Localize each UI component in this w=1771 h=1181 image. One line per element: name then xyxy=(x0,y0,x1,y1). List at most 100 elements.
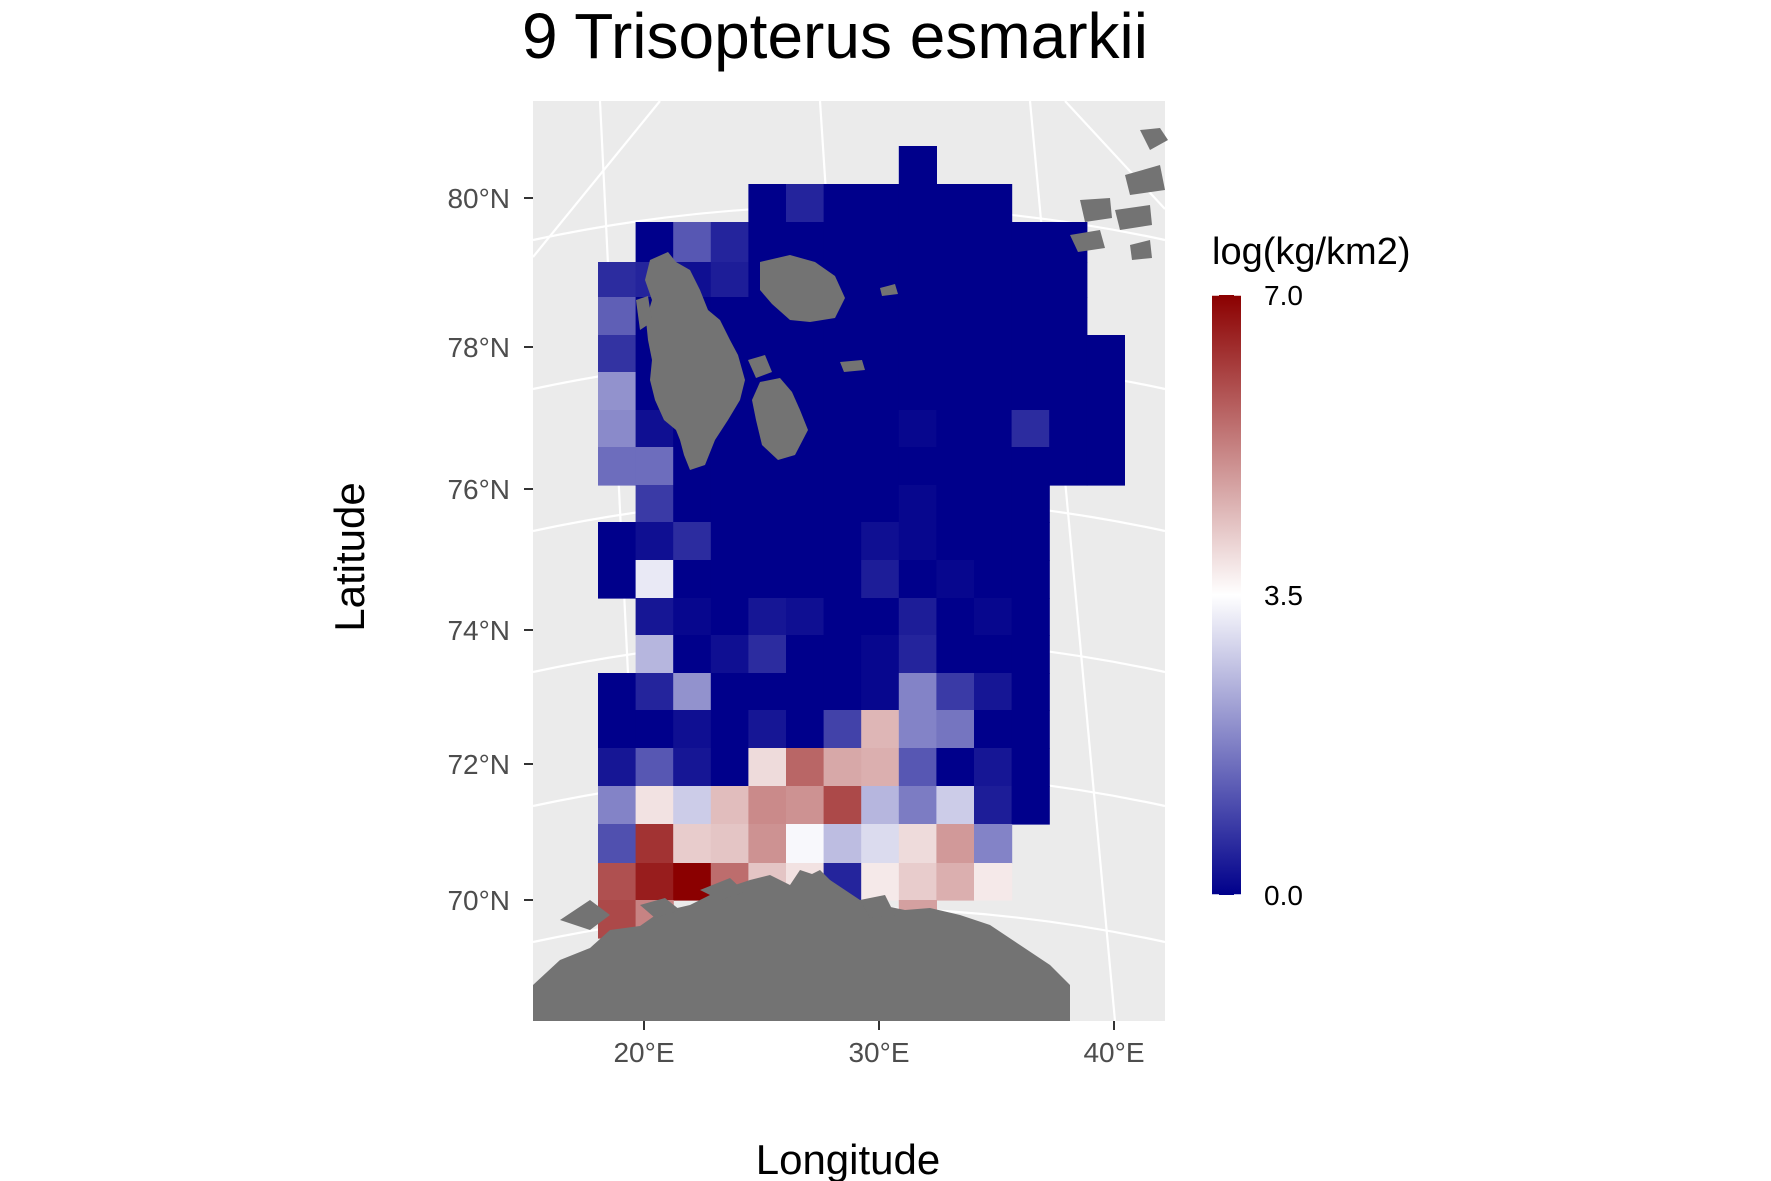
heatmap-cell xyxy=(861,863,900,901)
heatmap-cell xyxy=(710,222,749,263)
heatmap-cell xyxy=(673,824,712,864)
heatmap-cell xyxy=(936,372,975,411)
heatmap-cell xyxy=(936,410,975,448)
heatmap-cell xyxy=(1086,335,1125,373)
heatmap-cell xyxy=(710,485,749,523)
heatmap-cell xyxy=(1011,262,1050,298)
heatmap-cell xyxy=(1011,710,1050,749)
heatmap-cell xyxy=(936,522,975,561)
heatmap-cell xyxy=(673,222,712,263)
heatmap-cell xyxy=(635,863,674,901)
heatmap-cell xyxy=(936,447,975,486)
y-axis: 80°N 78°N 76°N 74°N 72°N 70°N xyxy=(447,183,533,916)
heatmap-cell xyxy=(936,262,975,298)
heatmap-cell xyxy=(823,824,862,864)
land-polygon xyxy=(645,252,745,470)
heatmap-cell xyxy=(786,635,825,674)
heatmap-cell xyxy=(974,673,1013,711)
y-tick-label: 70°N xyxy=(447,885,510,916)
heatmap-cell xyxy=(898,335,937,373)
heatmap-cell xyxy=(598,447,637,486)
heatmap-cell xyxy=(898,222,937,263)
heatmap-cell xyxy=(710,673,749,711)
heatmap-cell xyxy=(786,598,825,636)
heatmap-cell xyxy=(936,863,975,901)
y-axis-label: Latitude xyxy=(326,482,373,631)
x-tick-label: 30°E xyxy=(848,1037,909,1068)
heatmap-cell xyxy=(673,560,712,599)
land-polygon xyxy=(860,895,895,918)
heatmap-cells xyxy=(598,146,1125,939)
heatmap-cell xyxy=(823,522,862,561)
heatmap-cell xyxy=(898,863,937,901)
heatmap-cell xyxy=(598,410,637,448)
heatmap-cell xyxy=(936,335,975,373)
heatmap-cell xyxy=(974,372,1013,411)
y-tick-label: 72°N xyxy=(447,749,510,780)
land-polygon xyxy=(1070,230,1105,252)
heatmap-cell xyxy=(1049,410,1088,448)
heatmap-cell xyxy=(936,598,975,636)
heatmap-cell xyxy=(898,673,937,711)
heatmap-cell xyxy=(598,522,637,561)
heatmap-cell xyxy=(974,786,1013,825)
heatmap-cell xyxy=(748,748,787,787)
heatmap-cell xyxy=(823,786,862,825)
heatmap-cell xyxy=(898,410,937,448)
y-tick-label: 78°N xyxy=(447,332,510,363)
heatmap-cell xyxy=(898,262,937,298)
heatmap-cell xyxy=(823,748,862,787)
heatmap-cell xyxy=(823,410,862,448)
heatmap-cell xyxy=(861,485,900,523)
heatmap-cell xyxy=(786,335,825,373)
heatmap-cell xyxy=(861,372,900,411)
heatmap-cell xyxy=(710,635,749,674)
land-polygon xyxy=(640,898,680,918)
map-panel xyxy=(532,100,1168,1023)
heatmap-cell xyxy=(974,598,1013,636)
heatmap-cell xyxy=(598,863,637,901)
heatmap-cell xyxy=(974,485,1013,523)
heatmap-cell xyxy=(710,786,749,825)
heatmap-cell xyxy=(898,635,937,674)
heatmap-cell xyxy=(598,710,637,749)
heatmap-cell xyxy=(936,297,975,336)
heatmap-cell xyxy=(898,447,937,486)
heatmap-cell xyxy=(936,485,975,523)
heatmap-cell xyxy=(1086,410,1125,448)
heatmap-cell xyxy=(673,673,712,711)
heatmap-cell xyxy=(898,372,937,411)
heatmap-cell xyxy=(823,447,862,486)
heatmap-cell xyxy=(898,560,937,599)
heatmap-cell xyxy=(1011,560,1050,599)
land-polygon xyxy=(840,360,865,372)
legend-tick-label: 7.0 xyxy=(1264,280,1303,311)
heatmap-cell xyxy=(786,673,825,711)
heatmap-cell xyxy=(748,786,787,825)
heatmap-cell xyxy=(974,335,1013,373)
heatmap-cell xyxy=(673,598,712,636)
heatmap-cell xyxy=(710,824,749,864)
heatmap-cell xyxy=(861,522,900,561)
legend-title: log(kg/km2) xyxy=(1212,231,1411,273)
land-polygon xyxy=(1080,198,1112,222)
heatmap-cell xyxy=(635,673,674,711)
heatmap-cell xyxy=(936,710,975,749)
heatmap-cell xyxy=(598,748,637,787)
heatmap-cell xyxy=(1011,297,1050,336)
heatmap-cell xyxy=(861,824,900,864)
heatmap-cell xyxy=(823,710,862,749)
heatmap-cell xyxy=(673,522,712,561)
heatmap-cell xyxy=(974,560,1013,599)
legend-tick-label: 0.0 xyxy=(1264,880,1303,911)
heatmap-cell xyxy=(635,824,674,864)
heatmap-cell xyxy=(974,824,1013,864)
heatmap-cell xyxy=(748,222,787,263)
heatmap-cell xyxy=(710,560,749,599)
land-polygon xyxy=(1140,128,1168,150)
heatmap-cell xyxy=(748,598,787,636)
heatmap-cell xyxy=(1049,447,1088,486)
land-polygon xyxy=(752,378,808,460)
heatmap-cell xyxy=(823,598,862,636)
heatmap-cell xyxy=(673,485,712,523)
